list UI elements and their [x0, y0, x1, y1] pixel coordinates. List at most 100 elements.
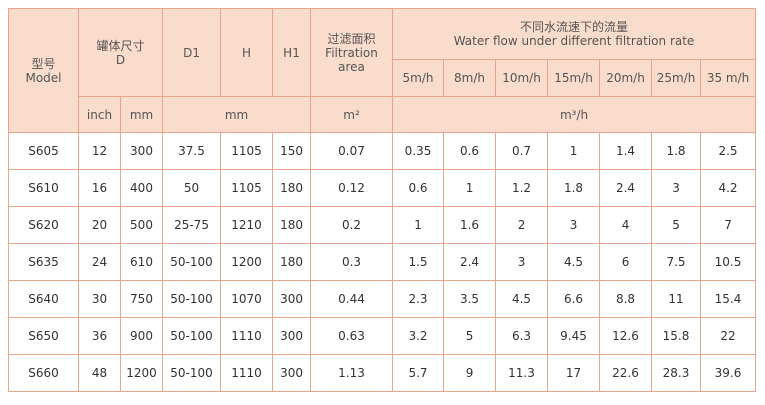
table-cell: 50	[162, 169, 222, 207]
table-cell: S650	[8, 317, 79, 355]
table-cell: 1210	[220, 206, 274, 244]
table-cell: 1200	[119, 354, 164, 392]
table-cell: 3	[495, 243, 549, 281]
table-cell: 1.5	[392, 243, 445, 281]
table-cell: 0.35	[392, 132, 445, 170]
table-cell: 6.6	[547, 280, 601, 318]
rate-header: 35 m/h	[700, 59, 757, 97]
table-cell: 6	[599, 243, 653, 281]
table-cell: 1105	[220, 169, 274, 207]
table-cell: 30	[78, 280, 121, 318]
table-cell: 1.8	[651, 132, 702, 170]
table-cell: 37.5	[162, 132, 222, 170]
table-row: S660 48 1200 50-100 1110 300 1.13 5.7 9 11.3 17 22.…	[8, 354, 757, 392]
rates-row: 5m/h 8m/h 10m/h 15m/h 20m/h 25m/h 35 m/h	[9, 59, 757, 97]
table-cell: 28.3	[651, 354, 702, 392]
text: Filtration area	[325, 45, 378, 74]
table-cell: 300	[272, 354, 312, 392]
table-cell: 1.4	[599, 132, 653, 170]
table-cell: 9.45	[547, 317, 601, 355]
table-cell: 1110	[220, 317, 274, 355]
table-cell: 50-100	[162, 354, 222, 392]
table-cell: 8.8	[599, 280, 653, 318]
spec-table: 型号 Model 罐体尺寸 D D1 H H1 过滤面积 Filtration are…	[8, 8, 757, 392]
table-cell: 500	[119, 206, 164, 244]
table-cell: 300	[272, 280, 312, 318]
text: 罐体尺寸	[96, 38, 145, 53]
table-cell: 0.2	[310, 206, 394, 244]
table-cell: 3	[651, 169, 702, 207]
rate-header: 15m/h	[547, 59, 601, 97]
table-cell: 50-100	[162, 280, 222, 318]
table-cell: 7.5	[651, 243, 702, 281]
table-row: S650 36 900 50-100 1110 300 0.63 3.2 5 6.3 9.45 12.…	[8, 317, 757, 355]
table-row: S605 12 300 37.5 1105 150 0.07 0.35 0.6 0.7 1 1.4 1.…	[8, 132, 757, 170]
table-cell: 24	[78, 243, 121, 281]
table-cell: 2.4	[599, 169, 653, 207]
table-cell: 180	[272, 206, 312, 244]
table-cell: 1070	[220, 280, 274, 318]
d1-header: D1	[162, 8, 222, 97]
table-cell: 12.6	[599, 317, 653, 355]
table-cell: 2	[495, 206, 549, 244]
table-cell: 9	[443, 354, 497, 392]
unit: mm	[162, 96, 312, 133]
table-cell: 1.2	[495, 169, 549, 207]
table-cell: 2.4	[443, 243, 497, 281]
table-cell: 150	[272, 132, 312, 170]
table-cell: 750	[119, 280, 164, 318]
area-header: 过滤面积 Filtration area	[310, 8, 394, 97]
table-cell: 400	[119, 169, 164, 207]
table-cell: 50-100	[162, 243, 222, 281]
table-cell: 5	[443, 317, 497, 355]
unit: m³/h	[392, 96, 757, 133]
table-cell: 1.8	[547, 169, 601, 207]
table-cell: 11	[651, 280, 702, 318]
table-cell: 1.6	[443, 206, 497, 244]
table-cell: 2.3	[392, 280, 445, 318]
table-row: S635 24 610 50-100 1200 180 0.3 1.5 2.4 3 4.5 6 7.5 1…	[8, 243, 757, 281]
unit: m²	[310, 96, 394, 133]
text: 型号	[31, 56, 56, 71]
table-cell: 1105	[220, 132, 274, 170]
table-cell: 0.7	[495, 132, 549, 170]
table-cell: 3	[547, 206, 601, 244]
rate-header: 8m/h	[443, 59, 497, 97]
text: Water flow under different filtration ra…	[453, 34, 695, 48]
table-cell: 39.6	[700, 354, 757, 392]
table-cell: 1.13	[310, 354, 394, 392]
rate-header: 10m/h	[495, 59, 549, 97]
table-cell: 0.12	[310, 169, 394, 207]
table-cell: 15.8	[651, 317, 702, 355]
table-cell: S620	[8, 206, 79, 244]
table-cell: 7	[700, 206, 757, 244]
rate-header: 20m/h	[599, 59, 653, 97]
table-cell: 50-100	[162, 317, 222, 355]
table-cell: S660	[8, 354, 79, 392]
table-cell: 2.5	[700, 132, 757, 170]
table-cell: 4.2	[700, 169, 757, 207]
table-cell: 4.5	[547, 243, 601, 281]
text: 不同水流速下的流量	[520, 20, 629, 34]
table-cell: 300	[272, 317, 312, 355]
table-cell: 20	[78, 206, 121, 244]
table-cell: 1110	[220, 354, 274, 392]
table-row: S610 16 400 50 1105 180 0.12 0.6 1 1.2 1.8 2.4 3 4.2	[8, 169, 757, 207]
table-cell: 4	[599, 206, 653, 244]
text: Model	[25, 70, 62, 85]
table-cell: 17	[547, 354, 601, 392]
table-cell: 0.44	[310, 280, 394, 318]
h1-header: H1	[272, 8, 312, 97]
unit: inch	[78, 96, 121, 133]
table-cell: S605	[8, 132, 79, 170]
table-cell: 11.3	[495, 354, 549, 392]
table-cell: 5.7	[392, 354, 445, 392]
table-cell: 22	[700, 317, 757, 355]
table-cell: S640	[8, 280, 79, 318]
table-cell: 0.63	[310, 317, 394, 355]
table-cell: 300	[119, 132, 164, 170]
rate-header: 25m/h	[651, 59, 702, 97]
text: 过滤面积	[327, 31, 376, 46]
text: D	[115, 52, 126, 67]
